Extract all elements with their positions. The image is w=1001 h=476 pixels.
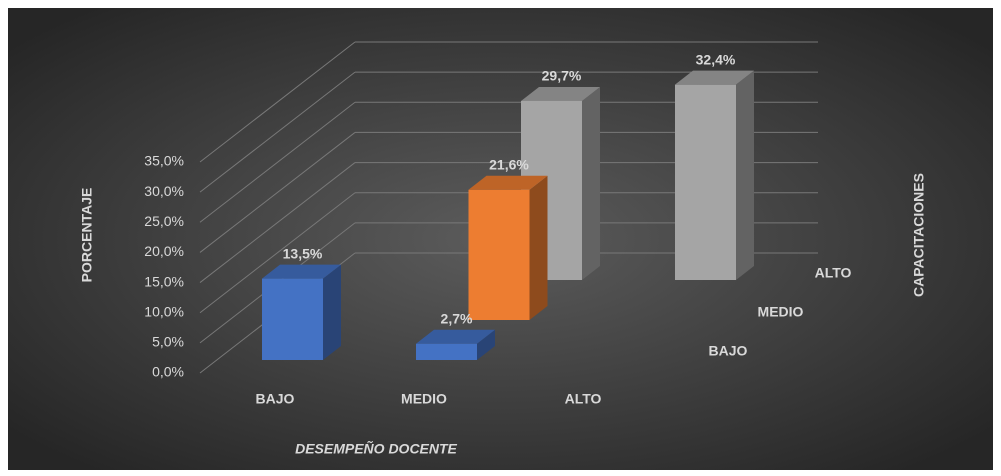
x-tick-label: BAJO bbox=[256, 391, 295, 407]
grid-line bbox=[199, 162, 356, 283]
y-axis-title: PORCENTAJE bbox=[79, 188, 95, 283]
bar-side bbox=[582, 86, 600, 280]
data-label: 2,7% bbox=[441, 310, 473, 326]
bar-side bbox=[529, 175, 548, 320]
y-tick-label: 0,0% bbox=[152, 364, 184, 380]
bar bbox=[262, 278, 323, 360]
bar-side bbox=[477, 329, 495, 360]
bar-side bbox=[736, 70, 754, 280]
y-tick-label: 10,0% bbox=[144, 303, 184, 319]
y-tick-label: 20,0% bbox=[144, 243, 184, 259]
x-tick-label: MEDIO bbox=[401, 391, 447, 407]
y-tick-label: 5,0% bbox=[152, 334, 184, 350]
grid-line bbox=[199, 192, 356, 314]
bar-top bbox=[521, 86, 600, 101]
grid-line bbox=[199, 41, 356, 163]
y-tick-label: 35,0% bbox=[144, 153, 184, 169]
x-tick-label: ALTO bbox=[565, 391, 602, 407]
z-axis-title: CAPACITACIONES bbox=[911, 173, 927, 297]
grid-line bbox=[199, 101, 356, 223]
y-tick-label: 30,0% bbox=[144, 183, 184, 199]
z-tick-label: ALTO bbox=[815, 265, 852, 281]
z-tick-label: MEDIO bbox=[758, 304, 804, 320]
grid-line bbox=[199, 71, 356, 193]
y-tick-label: 15,0% bbox=[144, 273, 184, 289]
x-axis-title: DESEMPEÑO DOCENTE bbox=[295, 440, 457, 457]
bar-top bbox=[416, 329, 495, 344]
bar-top bbox=[675, 70, 754, 85]
bar bbox=[416, 343, 477, 360]
bar-side bbox=[323, 264, 341, 360]
data-label: 32,4% bbox=[696, 51, 736, 67]
bar bbox=[675, 84, 736, 280]
bar-top bbox=[262, 264, 341, 279]
grid-line bbox=[199, 132, 356, 253]
bar bbox=[468, 189, 530, 320]
z-tick-label: BAJO bbox=[709, 343, 748, 359]
data-label: 21,6% bbox=[489, 156, 529, 172]
y-tick-label: 25,0% bbox=[144, 213, 184, 229]
bar-top bbox=[468, 175, 548, 190]
data-label: 13,5% bbox=[283, 245, 323, 261]
data-label: 29,7% bbox=[542, 68, 582, 84]
